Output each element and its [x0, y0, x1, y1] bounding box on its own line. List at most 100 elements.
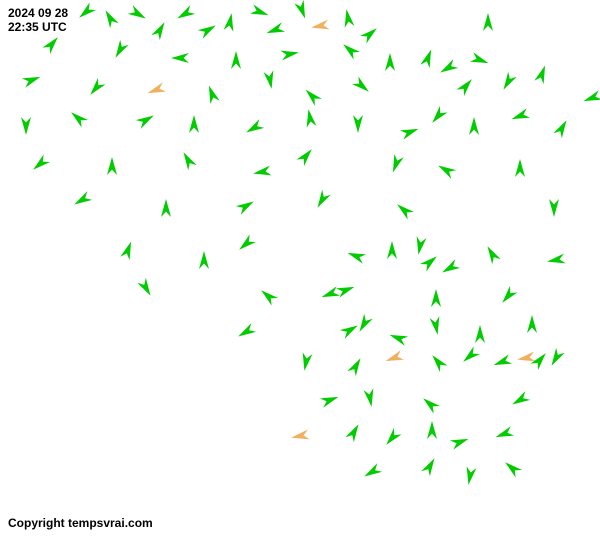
- wind-arrow: [224, 12, 237, 31]
- wind-arrow: [414, 236, 427, 255]
- wind-arrow: [345, 422, 363, 443]
- wind-arrow: [128, 5, 149, 23]
- wind-arrow: [290, 430, 309, 443]
- wind-arrow: [494, 426, 514, 442]
- timestamp-time: 22:35 UTC: [8, 20, 67, 34]
- wind-arrow: [498, 286, 517, 306]
- wind-arrow: [385, 53, 395, 71]
- wind-arrow: [547, 348, 565, 369]
- wind-arrow: [310, 20, 329, 33]
- wind-arrow: [236, 197, 257, 215]
- wind-arrow: [469, 117, 479, 135]
- wind-arrow: [175, 5, 196, 23]
- wind-arrow: [120, 240, 136, 260]
- wind-arrow: [302, 86, 322, 106]
- wind-arrow: [76, 2, 96, 21]
- wind-arrow: [510, 108, 530, 124]
- wind-arrow: [252, 166, 271, 179]
- wind-arrow: [346, 248, 366, 264]
- wind-arrow: [436, 161, 457, 179]
- wind-arrow: [336, 282, 356, 298]
- wind-arrow: [204, 84, 220, 104]
- wind-arrow: [438, 59, 459, 77]
- wind-arrow: [107, 157, 117, 175]
- wind-arrow: [456, 76, 475, 96]
- wind-arrow: [382, 428, 401, 448]
- wind-arrow: [388, 330, 408, 346]
- wind-arrow: [553, 118, 571, 139]
- wind-arrow: [231, 51, 241, 69]
- wind-arrow: [353, 115, 363, 133]
- wind-arrow: [421, 456, 439, 477]
- wind-arrow: [388, 154, 404, 174]
- wind-arrow: [250, 4, 270, 20]
- wind-arrow: [387, 241, 397, 259]
- wind-arrow: [352, 76, 372, 95]
- wind-arrow: [431, 289, 441, 307]
- copyright-text: Copyright tempsvrai.com: [8, 516, 153, 530]
- wind-arrow: [427, 421, 437, 439]
- wind-arrow: [430, 316, 443, 335]
- wind-arrow: [534, 64, 550, 84]
- wind-arrow: [510, 391, 531, 409]
- wind-arrow: [320, 392, 340, 408]
- wind-arrow: [549, 199, 559, 217]
- wind-arrow: [420, 48, 436, 68]
- wind-arrow: [136, 111, 157, 129]
- wind-arrow: [420, 394, 440, 413]
- wind-arrow: [171, 53, 189, 63]
- timestamp-date: 2024 09 28: [8, 6, 68, 20]
- wind-arrow: [22, 72, 42, 88]
- wind-arrow: [347, 356, 365, 377]
- wind-arrow: [502, 458, 522, 477]
- wind-arrow: [546, 254, 565, 267]
- wind-arrow: [199, 251, 209, 269]
- wind-arrow: [198, 21, 219, 39]
- wind-arrow: [179, 150, 197, 171]
- wind-arrow: [21, 117, 31, 135]
- wind-arrow: [440, 259, 461, 277]
- wind-arrow: [360, 24, 380, 43]
- wind-arrow: [460, 346, 480, 365]
- wind-arrow: [68, 108, 88, 127]
- wind-map: 2024 09 28 22:35 UTC Copyright tempsvrai…: [0, 0, 600, 536]
- wind-arrow: [236, 234, 256, 253]
- wind-arrow: [137, 278, 155, 299]
- wind-arrow: [470, 52, 490, 68]
- wind-arrow: [296, 146, 315, 166]
- wind-arrow: [258, 286, 278, 305]
- wind-arrow: [355, 314, 373, 335]
- wind-arrow: [294, 0, 310, 20]
- wind-arrow: [101, 8, 119, 29]
- wind-arrow: [280, 48, 299, 61]
- wind-arrow: [342, 8, 355, 27]
- wind-arrow: [111, 40, 129, 61]
- wind-arrow: [450, 434, 470, 450]
- wind-arrow: [362, 463, 383, 481]
- wind-arrow: [86, 78, 105, 98]
- wind-arrow: [300, 352, 313, 371]
- wind-arrow: [304, 108, 317, 127]
- wind-arrow: [364, 388, 377, 407]
- wind-arrow: [340, 40, 360, 59]
- wind-arrow: [42, 34, 61, 54]
- wind-arrow: [582, 90, 600, 106]
- wind-arrow: [161, 199, 171, 217]
- wind-arrow: [483, 244, 501, 265]
- wind-arrow: [492, 354, 512, 370]
- wind-arrow: [244, 119, 265, 137]
- wind-arrow: [146, 82, 166, 98]
- wind-arrow: [189, 115, 199, 133]
- wind-arrow: [30, 154, 50, 173]
- wind-arrow: [527, 315, 537, 333]
- wind-arrow: [499, 72, 517, 93]
- wind-arrow: [236, 323, 257, 341]
- wind-arrow: [483, 13, 493, 31]
- wind-arrow: [475, 325, 485, 343]
- wind-arrow: [264, 70, 277, 89]
- wind-arrow: [428, 352, 447, 372]
- wind-arrow: [428, 106, 447, 126]
- wind-arrow: [400, 124, 420, 140]
- wind-arrow: [464, 466, 477, 485]
- wind-arrow: [265, 22, 285, 38]
